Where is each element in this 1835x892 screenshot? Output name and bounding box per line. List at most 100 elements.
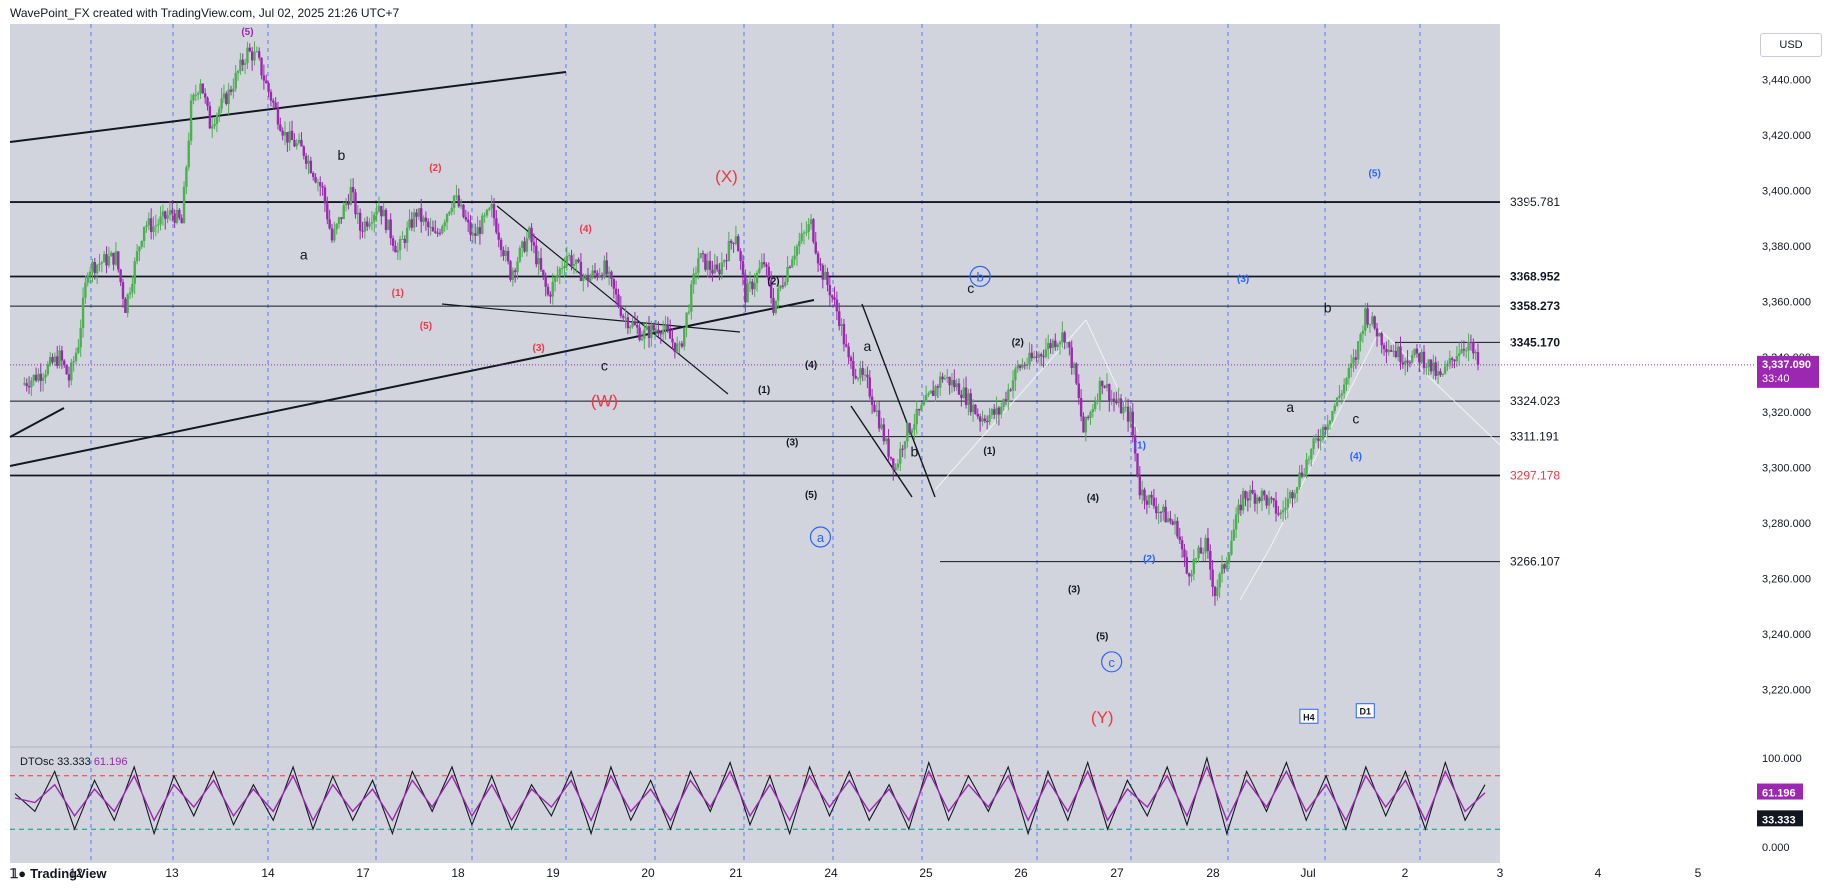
candle-body — [185, 167, 188, 187]
candle-body — [32, 374, 35, 381]
candle-body — [518, 247, 522, 262]
candle-body — [1319, 439, 1322, 441]
candle-body — [638, 327, 641, 341]
wave-label: a — [1286, 399, 1294, 415]
candle-body — [621, 315, 625, 318]
candle-body — [290, 130, 294, 140]
currency-selector[interactable]: USD — [1760, 33, 1822, 57]
candle-body — [110, 252, 113, 257]
candle-body — [901, 448, 904, 450]
wave-guide-3 — [1269, 329, 1381, 549]
candle-body — [140, 241, 143, 247]
candle-body — [840, 324, 843, 327]
candle-body — [556, 274, 559, 277]
candle-body — [908, 423, 911, 433]
candle-body — [779, 285, 782, 289]
candle-body — [1249, 489, 1252, 501]
candle-body — [936, 386, 940, 388]
wave-label: (3) — [786, 438, 798, 449]
candle-body — [1190, 573, 1193, 577]
candle-body — [1173, 520, 1177, 525]
candle-body — [39, 373, 42, 381]
candle-body — [429, 227, 432, 229]
candle-body — [157, 224, 160, 226]
candle-body — [1204, 537, 1207, 553]
candle-body — [265, 80, 268, 84]
circled-wave-marker — [809, 526, 832, 548]
candle-body — [481, 215, 484, 234]
candle-body — [563, 266, 566, 269]
candle-body — [1279, 512, 1282, 515]
candle-body — [734, 236, 738, 244]
candle-body — [737, 236, 740, 252]
candle-body — [1103, 386, 1106, 388]
candle-body — [1387, 349, 1390, 353]
candle-body — [415, 212, 418, 217]
wave-guide-0 — [934, 319, 1087, 491]
plot-background — [10, 24, 1500, 863]
oscillator-name: DTOsc — [20, 756, 55, 768]
candle-body — [323, 187, 327, 204]
candle-body — [1392, 350, 1395, 352]
candle-body — [1270, 497, 1273, 499]
candle-body — [769, 280, 773, 298]
candle-body — [786, 266, 789, 282]
candle-body — [941, 376, 944, 380]
candle-body — [894, 467, 897, 470]
candle-body — [842, 324, 846, 345]
candle-body — [1002, 399, 1005, 407]
candle-body — [1162, 506, 1165, 513]
candle-body — [474, 233, 477, 236]
candle-body — [255, 51, 259, 53]
candle-body — [1199, 547, 1203, 554]
candle-body — [1089, 412, 1092, 418]
candle-body — [807, 224, 810, 232]
candle-body — [535, 245, 538, 265]
candle-body — [899, 448, 902, 464]
candle-body — [1404, 360, 1407, 365]
candle-body — [906, 423, 909, 442]
candle-body — [1040, 354, 1043, 357]
candle-body — [25, 383, 28, 386]
candle-body — [692, 273, 695, 285]
candle-body — [1065, 342, 1069, 344]
candle-body — [586, 274, 590, 282]
candle-body — [1256, 497, 1259, 504]
candle-body — [967, 393, 970, 405]
candle-body — [913, 424, 916, 430]
circled-wave-label: c — [1108, 655, 1115, 670]
candle-body — [1148, 494, 1151, 505]
candle-body — [100, 262, 104, 264]
candle-body — [281, 130, 284, 136]
candle-body — [1004, 399, 1008, 402]
candle-body — [629, 326, 632, 329]
candle-body — [211, 126, 214, 129]
candle-body — [1077, 383, 1080, 398]
x-tick-label: 26 — [1014, 866, 1028, 880]
candle-body — [1373, 316, 1376, 329]
candle-body — [866, 374, 869, 378]
candle-body — [1422, 351, 1426, 368]
candle-body — [1230, 540, 1233, 555]
candle-body — [530, 227, 533, 243]
candle-body — [946, 376, 949, 379]
candle-body — [798, 241, 801, 247]
candle-body — [412, 212, 416, 228]
circled-wave-marker — [969, 265, 991, 287]
candle-body — [344, 202, 348, 206]
candle-body — [58, 350, 61, 366]
tradingview-logo[interactable]: 𝟙● TradingView — [10, 866, 106, 882]
candle-body — [690, 284, 693, 312]
candle-body — [1406, 360, 1409, 363]
candle-body — [102, 254, 106, 263]
candle-body — [1462, 349, 1466, 351]
candle-body — [990, 409, 994, 415]
candle-body — [459, 204, 463, 207]
candle-body — [1368, 323, 1372, 325]
candle-body — [643, 329, 646, 339]
wave-label: (3) — [533, 343, 545, 354]
candle-body — [1223, 564, 1226, 569]
candle-body — [1192, 559, 1196, 574]
candle-body — [124, 298, 127, 313]
